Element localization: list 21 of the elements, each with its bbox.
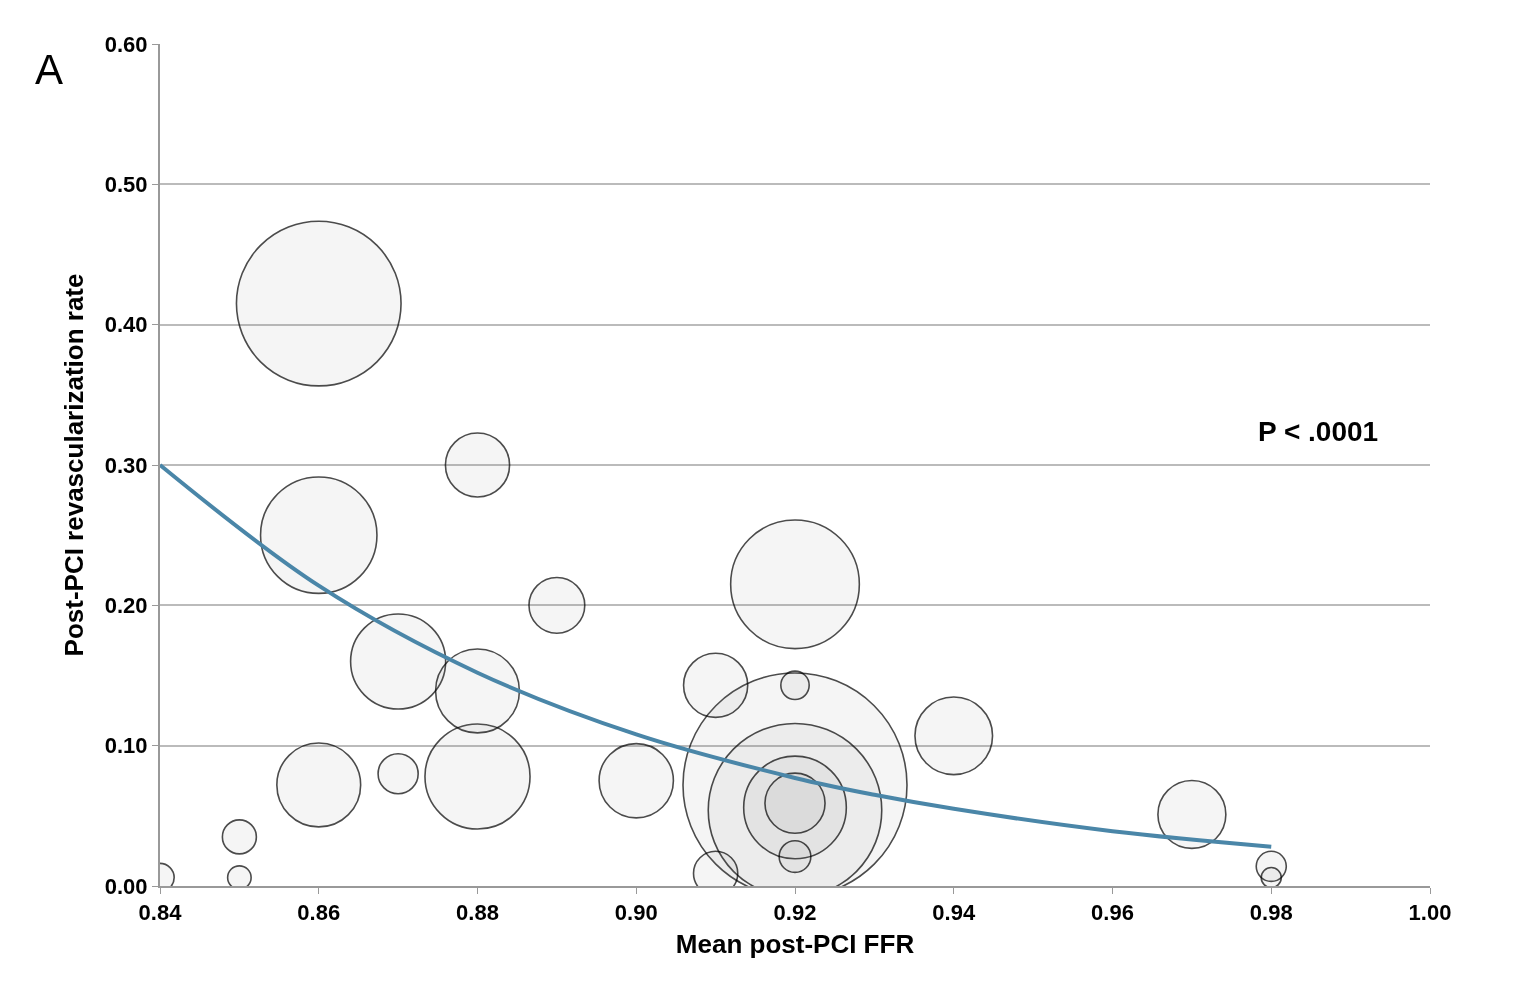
- y-tick-label: 0.30: [104, 452, 148, 478]
- line-series: [160, 463, 1274, 849]
- y-tick-label: 0.20: [104, 593, 148, 619]
- x-tick-label: 0.96: [1091, 900, 1134, 926]
- x-tick-label: 0.84: [138, 900, 183, 926]
- annotation: P < .0001: [1258, 416, 1379, 447]
- x-tick-label: 0.94: [932, 900, 976, 926]
- x-tick-label: 0.92: [773, 900, 817, 926]
- y-tick-label: 0.50: [104, 172, 148, 198]
- x-tick-label: 0.90: [614, 900, 658, 926]
- x-tick-label: 0.86: [297, 900, 341, 926]
- x-tick-label: 0.98: [1249, 900, 1293, 926]
- y-tick-label: 0.10: [104, 733, 148, 759]
- y-tick-label: 0.00: [104, 873, 148, 899]
- x-tick-label: 1.00: [1408, 900, 1452, 926]
- text: A: [35, 46, 64, 93]
- x-axis-title: Mean post-PCI FFR: [675, 928, 915, 959]
- y-axis-title: Post-PCI revascularization rate: [58, 273, 89, 657]
- x-tick-label: 0.88: [456, 900, 499, 926]
- y-tick-label: 0.40: [104, 312, 148, 338]
- y-tick-label: 0.60: [104, 31, 148, 57]
